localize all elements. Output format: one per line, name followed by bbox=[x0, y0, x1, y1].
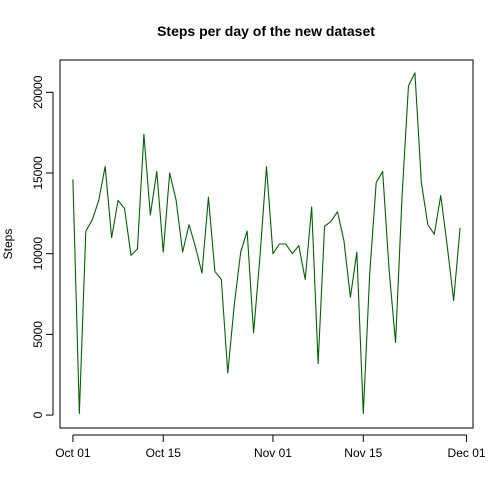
x-tick-label: Nov 15 bbox=[344, 446, 382, 460]
x-tick-label: Oct 15 bbox=[146, 446, 182, 460]
x-tick-label: Dec 01 bbox=[448, 446, 486, 460]
series-line bbox=[72, 72, 461, 415]
x-axis: Oct 01 Oct 15 Nov 01 Nov 15 Dec 01 bbox=[55, 434, 486, 460]
plot-frame bbox=[59, 59, 474, 429]
y-tick-label: 15000 bbox=[31, 156, 45, 190]
y-tick-label: 0 bbox=[31, 411, 45, 418]
x-tick-label: Nov 01 bbox=[254, 446, 292, 460]
y-axis-label: Steps bbox=[1, 229, 15, 260]
y-tick-label: 20000 bbox=[31, 75, 45, 109]
y-axis: 0 5000 10000 15000 20000 bbox=[31, 75, 54, 418]
chart-title: Steps per day of the new dataset bbox=[157, 23, 375, 39]
x-tick-label: Oct 01 bbox=[55, 446, 91, 460]
series-group bbox=[72, 72, 461, 415]
y-tick-label: 5000 bbox=[31, 321, 45, 348]
y-tick-label: 10000 bbox=[31, 237, 45, 271]
